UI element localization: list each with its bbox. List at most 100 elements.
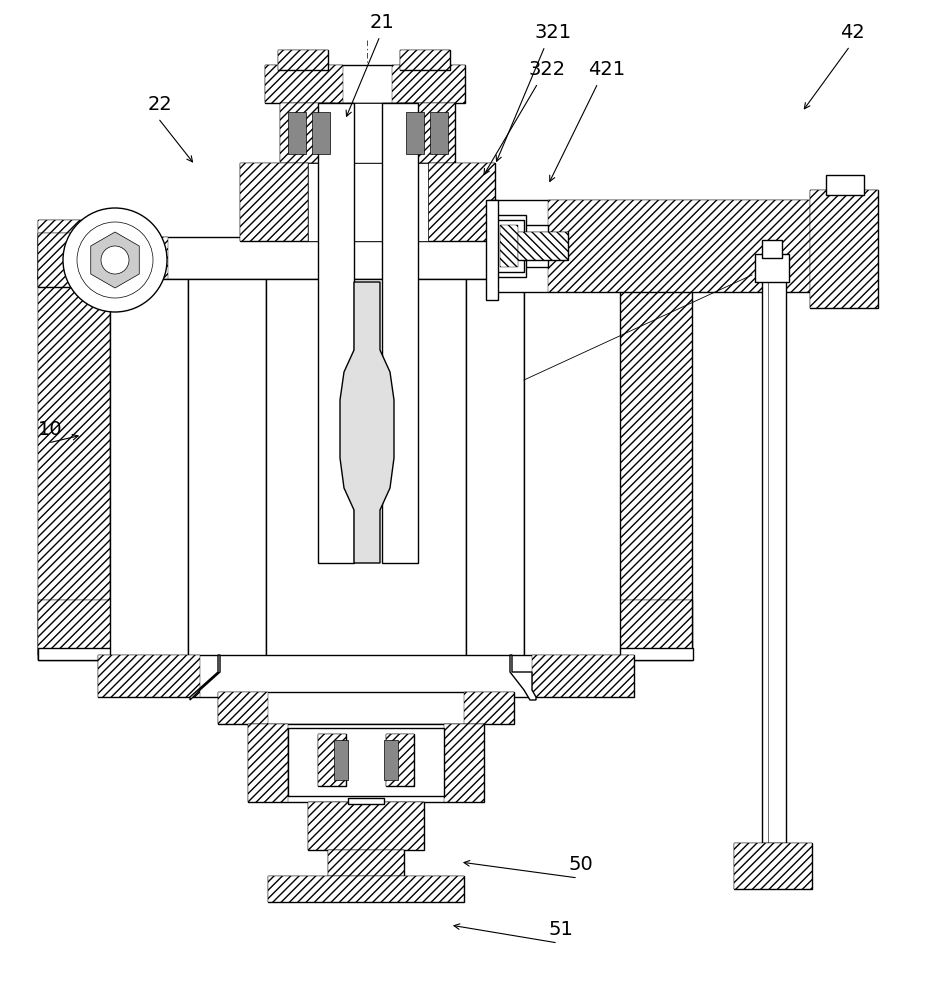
Bar [96,248,121,273]
Circle shape [63,208,167,312]
Bar [532,655,634,697]
Bar [518,232,568,260]
Bar [734,843,812,889]
Text: 322: 322 [528,60,565,79]
Bar [386,734,414,786]
Bar [308,802,424,850]
Text: 51: 51 [548,920,573,939]
Bar [400,103,455,163]
Bar [38,275,110,655]
Bar [620,275,692,655]
Bar [392,65,465,103]
Bar [524,279,620,659]
Polygon shape [340,282,394,563]
Bar [406,112,424,154]
Bar [762,240,782,258]
Bar [308,163,428,241]
Bar [218,692,268,724]
Bar [530,237,692,279]
Polygon shape [90,232,139,288]
Text: 22: 22 [148,95,172,114]
Text: 42: 42 [840,23,865,42]
Bar [38,220,128,280]
Bar [288,112,306,154]
Bar [334,740,348,780]
Bar [265,65,343,103]
Bar [619,648,693,660]
Bar [734,843,812,889]
Polygon shape [190,655,220,700]
Bar [620,275,692,655]
Bar [826,175,864,195]
Bar [466,279,524,659]
Bar [110,279,188,659]
Text: 321: 321 [535,23,572,42]
Bar [98,655,200,697]
Bar [518,232,568,260]
Text: 50: 50 [568,855,593,874]
Bar [38,233,96,287]
Bar [268,876,464,902]
Bar [288,728,444,796]
Text: 421: 421 [588,60,625,79]
Bar [318,734,346,786]
Bar [464,692,514,724]
Bar [248,724,484,802]
Bar [348,798,384,804]
Bar [265,65,465,103]
Bar [248,724,288,802]
Bar [768,278,780,843]
Bar [428,163,495,241]
Bar [38,220,128,280]
Bar [400,50,450,70]
Bar [278,50,328,70]
Bar [266,279,466,659]
Bar [218,692,514,724]
Bar [382,103,418,563]
Bar [318,734,346,786]
Bar [488,225,548,267]
Bar [188,279,266,659]
Bar [762,278,786,843]
Bar [280,103,335,163]
Bar [38,600,692,660]
Bar [810,190,878,308]
Bar [38,648,113,660]
Bar [488,200,843,292]
Bar [548,200,843,292]
Bar [810,190,878,308]
Bar [38,233,96,287]
Circle shape [77,222,153,298]
Bar [496,220,524,272]
Bar [500,225,518,267]
Bar [570,600,692,660]
Bar [330,103,405,163]
Bar [278,50,328,70]
Bar [488,215,526,277]
Bar [430,112,448,154]
Bar [755,254,789,282]
Bar [312,112,330,154]
Bar [328,850,404,876]
Circle shape [101,246,129,274]
Text: 10: 10 [38,420,62,439]
Bar [384,740,398,780]
Bar [38,237,168,279]
Bar [38,237,692,279]
Bar [318,103,354,563]
Bar [38,275,110,655]
Bar [268,876,464,902]
Bar [486,200,498,300]
Bar [444,724,484,802]
Bar [386,734,414,786]
Bar [38,600,153,660]
Bar [98,655,634,697]
Bar [280,103,455,163]
Bar [400,50,450,70]
Polygon shape [510,655,536,700]
Bar [240,163,495,241]
Bar [328,850,404,876]
Text: 21: 21 [370,13,395,32]
Bar [240,163,308,241]
Bar [308,802,424,850]
